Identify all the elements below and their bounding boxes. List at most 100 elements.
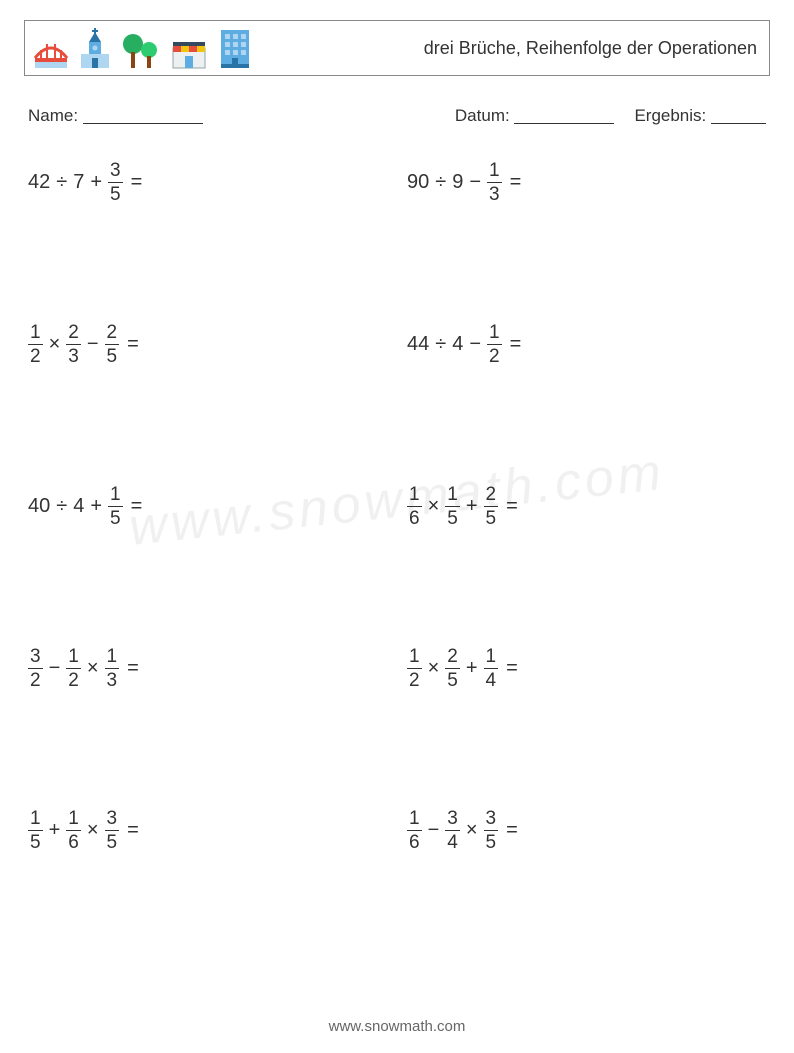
church-icon: [75, 28, 115, 72]
date-label: Datum:: [455, 106, 510, 125]
bridge-icon: [31, 32, 71, 72]
operator: +: [88, 171, 104, 194]
integer: 9: [452, 171, 463, 194]
trees-icon: [119, 28, 163, 72]
operator: −: [467, 171, 483, 194]
numerator: 3: [108, 161, 123, 182]
fraction: 15: [108, 485, 123, 528]
numerator: 1: [28, 809, 43, 830]
fraction: 12: [407, 647, 422, 690]
numerator: 1: [487, 161, 502, 182]
denominator: 5: [484, 830, 499, 852]
fraction: 32: [28, 647, 43, 690]
result-blank: [711, 107, 766, 124]
name-field: Name:: [28, 104, 455, 126]
equals: =: [123, 819, 139, 842]
problem-7: 32−12×13=: [28, 642, 387, 694]
numerator: 2: [484, 485, 499, 506]
integer: 4: [73, 495, 84, 518]
fraction: 15: [445, 485, 460, 528]
operator: ÷: [54, 495, 69, 518]
fraction: 16: [407, 485, 422, 528]
operator: −: [467, 333, 483, 356]
denominator: 5: [445, 668, 460, 690]
denominator: 3: [487, 182, 502, 204]
numerator: 3: [484, 809, 499, 830]
numerator: 3: [105, 809, 120, 830]
problem-3: 12×23−25=: [28, 318, 387, 370]
operator: +: [464, 495, 480, 518]
equals: =: [123, 333, 139, 356]
operator: −: [426, 819, 442, 842]
fraction: 13: [105, 647, 120, 690]
fraction: 25: [445, 647, 460, 690]
denominator: 6: [407, 830, 422, 852]
numerator: 1: [28, 323, 43, 344]
equals: =: [127, 171, 143, 194]
numerator: 1: [105, 647, 120, 668]
integer: 4: [452, 333, 463, 356]
integer: 7: [73, 171, 84, 194]
operator: +: [88, 495, 104, 518]
operator: ×: [47, 333, 63, 356]
name-label: Name:: [28, 106, 78, 125]
numerator: 1: [108, 485, 123, 506]
equals: =: [502, 819, 518, 842]
denominator: 4: [484, 668, 499, 690]
operator: ×: [85, 819, 101, 842]
numerator: 1: [66, 809, 81, 830]
name-blank: [83, 107, 203, 124]
equals: =: [502, 657, 518, 680]
fraction: 12: [66, 647, 81, 690]
equals: =: [502, 495, 518, 518]
denominator: 5: [484, 506, 499, 528]
numerator: 2: [105, 323, 120, 344]
equals: =: [506, 171, 522, 194]
problem-4: 44÷4−12=: [407, 318, 766, 370]
denominator: 5: [108, 506, 123, 528]
fraction: 25: [484, 485, 499, 528]
operator: −: [47, 657, 63, 680]
denominator: 6: [407, 506, 422, 528]
denominator: 4: [445, 830, 460, 852]
operator: ÷: [433, 333, 448, 356]
fraction: 12: [28, 323, 43, 366]
numerator: 2: [445, 647, 460, 668]
denominator: 5: [445, 506, 460, 528]
equals: =: [123, 657, 139, 680]
fraction: 15: [28, 809, 43, 852]
denominator: 3: [105, 668, 120, 690]
result-field: Ergebnis:: [634, 104, 766, 126]
fraction: 25: [105, 323, 120, 366]
fraction: 35: [105, 809, 120, 852]
date-field: Datum:: [455, 104, 615, 126]
denominator: 5: [108, 182, 123, 204]
numerator: 1: [484, 647, 499, 668]
numerator: 3: [28, 647, 43, 668]
denominator: 5: [105, 344, 120, 366]
operator: ×: [426, 657, 442, 680]
denominator: 3: [66, 344, 81, 366]
header-box: drei Brüche, Reihenfolge der Operationen: [24, 20, 770, 76]
denominator: 2: [66, 668, 81, 690]
integer: 90: [407, 171, 429, 194]
denominator: 2: [28, 344, 43, 366]
fraction: 16: [66, 809, 81, 852]
problem-5: 40÷4+15=: [28, 480, 387, 532]
problem-6: 16×15+25=: [407, 480, 766, 532]
problem-2: 90÷9−13=: [407, 156, 766, 208]
fraction: 35: [484, 809, 499, 852]
fraction: 34: [445, 809, 460, 852]
info-row: Name: Datum: Ergebnis:: [24, 104, 770, 126]
numerator: 1: [487, 323, 502, 344]
equals: =: [127, 495, 143, 518]
denominator: 5: [28, 830, 43, 852]
equals: =: [506, 333, 522, 356]
worksheet-title: drei Brüche, Reihenfolge der Operationen: [424, 38, 757, 59]
header-icon-row: [31, 24, 255, 72]
denominator: 2: [487, 344, 502, 366]
operator: ×: [464, 819, 480, 842]
denominator: 2: [407, 668, 422, 690]
numerator: 3: [445, 809, 460, 830]
operator: ÷: [54, 171, 69, 194]
